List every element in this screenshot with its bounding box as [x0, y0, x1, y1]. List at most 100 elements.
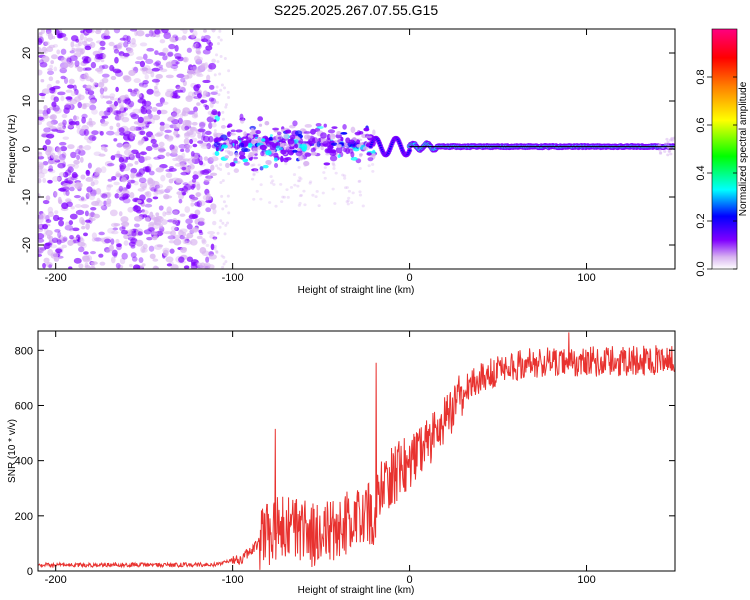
spectrogram-cell: [60, 57, 67, 64]
spectrogram-cell: [161, 29, 169, 34]
spectrogram-cell: [165, 152, 171, 157]
spectrogram-cell: [89, 104, 97, 111]
spectrogram-cell: [78, 263, 84, 269]
spectrogram-cell: [220, 194, 224, 198]
spectrogram-cell: [222, 262, 226, 266]
spectrogram-cell: [293, 183, 297, 187]
spectrogram-cell: [159, 224, 163, 229]
spectrogram-cell: [204, 104, 210, 110]
spectrogram-cell: [126, 127, 133, 132]
spectrogram-cell: [123, 149, 132, 156]
spectrogram-cell: [175, 84, 181, 90]
spectrogram-cell: [211, 29, 216, 33]
spectrogram-cell: [100, 204, 108, 211]
spectrogram-cell: [85, 76, 92, 82]
spectrogram-cell: [69, 213, 78, 220]
spectrogram-cell: [73, 43, 81, 48]
spectrogram-cell: [119, 132, 126, 136]
spectrogram-cell: [119, 226, 126, 232]
spectrogram-cell: [221, 179, 225, 183]
spectrogram-cell: [79, 51, 84, 55]
spectrogram-cell: [138, 82, 145, 87]
spectrogram-cell: [122, 193, 130, 199]
spectrogram-cell: [116, 99, 125, 106]
spectrogram-cell: [57, 196, 62, 204]
spectrogram-cell: [135, 239, 144, 247]
spectrogram-cell: [325, 152, 330, 156]
spectrogram-cell: [242, 158, 249, 163]
spectrogram-cell: [251, 168, 259, 172]
spectrogram-cell: [146, 88, 154, 95]
spectrogram-cell: [137, 116, 144, 124]
spectrogram-cell: [110, 75, 117, 81]
figure-title: S225.2025.267.07.55.G15: [274, 2, 438, 18]
spectrogram-cell: [337, 154, 341, 158]
spectrogram-cell: [62, 136, 70, 140]
spectrogram-cell: [103, 86, 108, 92]
spectrogram-cell: [255, 170, 259, 174]
spectrogram-cell: [249, 131, 255, 135]
spectrogram-cell: [262, 164, 269, 169]
spectrogram-cell: [113, 29, 121, 34]
spectrogram-cell: [265, 140, 272, 147]
spectrogram-cell: [82, 103, 88, 110]
spectrogram-cell: [340, 131, 348, 135]
spectrogram-cell: [145, 146, 153, 152]
spectrogram-y-tick-label: 10: [21, 95, 33, 107]
spectrogram-cell: [154, 266, 160, 269]
spectrogram-cell: [206, 39, 212, 45]
spectrogram-cell: [191, 43, 198, 49]
spectrogram-cell: [85, 177, 94, 182]
spectrogram-cell: [224, 223, 228, 227]
spectrogram-cell: [669, 152, 673, 156]
spectrogram-cell: [279, 147, 284, 151]
spectrogram-cell: [43, 257, 50, 264]
spectrogram-cell: [209, 101, 214, 108]
spectrogram-cell: [237, 137, 244, 141]
spectrogram-cell: [335, 143, 343, 148]
spectrogram-cell: [96, 53, 104, 59]
spectrogram-cell: [344, 186, 348, 190]
spectrogram-cell: [180, 77, 186, 83]
spectrogram-cell: [115, 86, 119, 92]
spectrogram-cell: [190, 127, 195, 131]
spectrogram-cell: [142, 116, 151, 123]
snr-y-tick-label: 400: [15, 456, 33, 468]
spectrogram-cell: [54, 210, 59, 215]
spectrogram-cell: [45, 242, 52, 247]
spectrogram-cell: [82, 58, 90, 65]
spectrogram-cell: [79, 74, 86, 82]
spectrogram-cell: [157, 154, 165, 160]
spectrogram-cell: [164, 90, 174, 98]
spectrogram-cell: [345, 137, 351, 144]
spectrogram-cell: [187, 91, 194, 98]
spectrogram-cell: [104, 29, 110, 37]
spectrogram-cell: [208, 97, 215, 102]
spectrogram-cell: [177, 56, 184, 62]
spectrogram-cell: [294, 143, 298, 149]
spectrogram-cell: [80, 196, 85, 201]
spectrogram-cell: [283, 133, 289, 140]
spectrogram-cell: [260, 150, 265, 157]
spectrogram-cell: [269, 134, 273, 137]
spectrogram-cell: [153, 90, 161, 97]
spectrogram-cell: [113, 101, 119, 107]
spectrogram-cell: [128, 241, 136, 247]
spectrogram-cell: [190, 202, 195, 207]
spectrogram-cell: [99, 130, 104, 136]
spectrogram-cell: [107, 227, 116, 234]
spectrogram-cell: [112, 227, 119, 231]
spectrogram-cell: [192, 143, 198, 148]
spectrogram-cell: [269, 181, 274, 185]
spectrogram-cell: [227, 96, 231, 100]
spectrogram-cell: [109, 209, 118, 217]
spectrogram-cell: [108, 244, 114, 252]
spectrogram-cell: [184, 74, 190, 80]
spectrogram-cell: [193, 84, 200, 92]
spectrogram-cell: [58, 141, 67, 146]
spectrogram-cell: [173, 130, 179, 136]
spectrogram-cell: [84, 210, 89, 217]
colorbar-tick-label: 0.8: [695, 69, 707, 84]
spectrogram-cell: [221, 117, 225, 121]
spectrogram-cell: [215, 250, 219, 254]
